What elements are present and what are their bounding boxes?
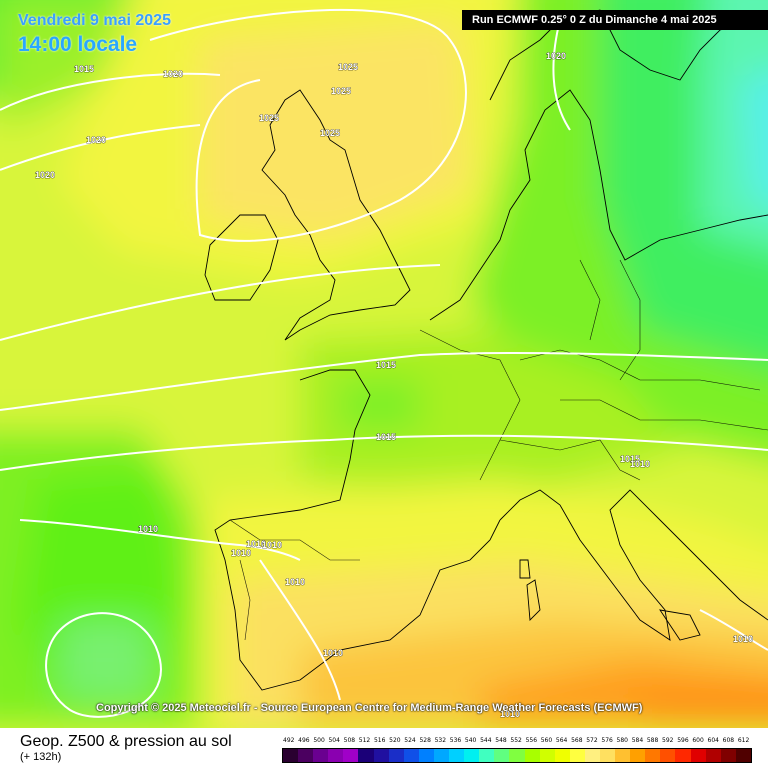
- copyright-text: Copyright © 2025 Meteociel.fr - Source E…: [96, 702, 643, 714]
- isobar-label: 1010: [323, 648, 343, 658]
- isobar-label: 1010: [246, 539, 266, 549]
- borders: [229, 259, 768, 641]
- geopotential-field: [0, 0, 768, 728]
- coastlines: [204, 9, 768, 691]
- scale-swatch: [584, 749, 600, 762]
- scale-label: 560: [540, 737, 553, 744]
- map-title: Geop. Z500 & pression au sol: [20, 733, 232, 750]
- scale-swatch: [569, 749, 585, 762]
- scale-label: 596: [677, 737, 689, 744]
- scale-swatch: [554, 749, 570, 762]
- scale-label: 552: [510, 737, 522, 744]
- scale-label: 580: [616, 737, 628, 744]
- scale-swatch: [388, 749, 404, 762]
- scale-label: 516: [373, 737, 386, 744]
- scale-swatch: [705, 749, 721, 762]
- scale-swatch: [645, 749, 661, 762]
- isobar-labels: 1015 1020 1025 1025 1025 1025 1020 1020 …: [35, 51, 754, 720]
- scale-swatch: [479, 749, 495, 762]
- scale-label: 568: [571, 737, 583, 744]
- scale-label: 604: [707, 737, 719, 744]
- scale-label: 540: [464, 737, 477, 744]
- scale-swatch: [494, 749, 510, 762]
- forecast-offset: (+ 132h): [20, 751, 62, 763]
- isobar-label: 1010: [630, 459, 650, 469]
- scale-swatch: [358, 749, 374, 762]
- isobar-label: 1010: [285, 577, 305, 587]
- scale-label: 504: [328, 737, 340, 744]
- scale-label: 584: [631, 737, 644, 744]
- scale-label: 564: [555, 737, 568, 744]
- scale-swatch: [615, 749, 631, 762]
- scale-swatch: [720, 749, 736, 762]
- scale-swatch: [599, 749, 616, 762]
- scale-label: 572: [586, 737, 598, 744]
- isobar-label: 1020: [163, 69, 183, 79]
- scale-label: 520: [389, 737, 401, 744]
- scale-label: 608: [722, 737, 735, 744]
- isobar-label: 1025: [331, 86, 351, 96]
- scale-label: 536: [449, 737, 462, 744]
- isobar-label: 1010: [262, 540, 282, 550]
- isobar-label: 1010: [500, 709, 520, 719]
- scale-label: 512: [358, 737, 371, 744]
- scale-swatch: [343, 749, 359, 762]
- scale-label: 532: [434, 737, 447, 744]
- forecast-time: 14:00 locale: [18, 33, 138, 56]
- scale-label: 612: [737, 737, 750, 744]
- isobar-label: 1020: [86, 135, 106, 145]
- isobar-lines: [0, 8, 768, 718]
- scale-swatch: [298, 749, 314, 762]
- scale-label: 500: [313, 737, 325, 744]
- scale-swatch: [433, 749, 450, 762]
- isobar-label: 1015: [376, 360, 396, 370]
- scale-labels: 492 496 500 504 508 512 516 520 524 528 532 536 540 5…: [282, 737, 752, 747]
- scale-swatch: [690, 749, 706, 762]
- scale-swatch: [509, 749, 525, 762]
- run-banner: Run ECMWF 0.25° 0 Z du Dimanche 4 mai 20…: [462, 10, 768, 30]
- scale-swatch: [449, 749, 465, 762]
- isobar-label: 1025: [259, 113, 279, 123]
- isobar-label: 1010: [733, 634, 753, 644]
- isobar-label: 1020: [35, 170, 55, 180]
- scale-swatch: [283, 749, 299, 762]
- scale-label: 592: [662, 737, 674, 744]
- scale-label: 544: [480, 737, 492, 744]
- isobar-label: 1020: [546, 51, 566, 61]
- scale-swatch: [675, 749, 691, 762]
- isobar-label: 1015: [74, 64, 94, 74]
- isobar-label: 1010: [138, 524, 158, 534]
- scale-label: 556: [525, 737, 538, 744]
- isobar-label: 1015: [620, 454, 640, 464]
- scale-swatch: [660, 749, 676, 762]
- scale-label: 548: [495, 737, 507, 744]
- scale-swatch: [373, 749, 389, 762]
- color-scale: [282, 748, 752, 763]
- forecast-date: Vendredi 9 mai 2025: [18, 12, 171, 29]
- scale-swatch: [418, 749, 434, 762]
- scale-swatch: [735, 749, 751, 762]
- scale-swatch: [403, 749, 419, 762]
- weather-map: 1015 1020 1025 1025 1025 1025 1020 1020 …: [0, 0, 768, 728]
- scale-label: 492: [283, 737, 295, 744]
- isobar-label: 1025: [338, 62, 358, 72]
- scale-swatch: [328, 749, 344, 762]
- isobar-label: 1025: [320, 128, 340, 138]
- scale-label: 508: [343, 737, 356, 744]
- scale-swatch: [464, 749, 480, 762]
- scale-swatch: [313, 749, 329, 762]
- scale-swatch: [539, 749, 555, 762]
- scale-label: 496: [298, 737, 310, 744]
- scale-swatch: [630, 749, 646, 762]
- scale-label: 600: [692, 737, 704, 744]
- scale-label: 576: [601, 737, 613, 744]
- scale-label: 528: [419, 737, 431, 744]
- scale-label: 588: [646, 737, 659, 744]
- scale-label: 524: [404, 737, 416, 744]
- isobar-label: 1015: [376, 432, 396, 442]
- scale-swatch: [524, 749, 540, 762]
- isobar-label: 1010: [231, 548, 251, 558]
